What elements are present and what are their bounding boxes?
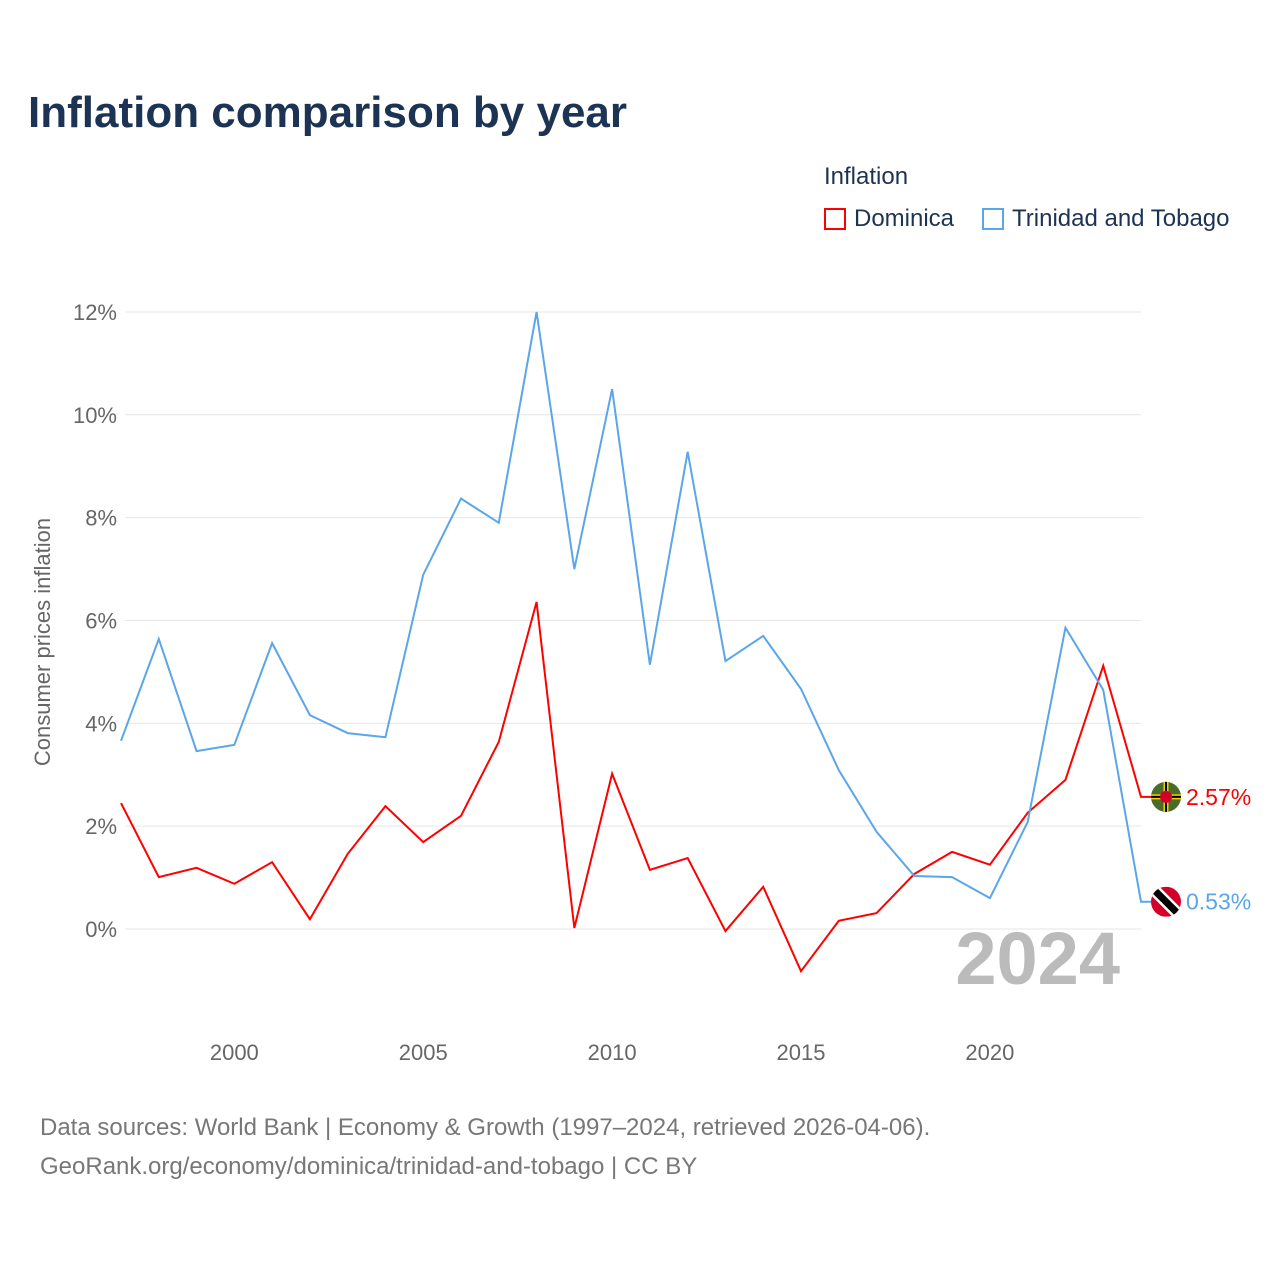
series-line-trinidad-and-tobago <box>120 311 1153 903</box>
legend-title: Inflation <box>824 163 909 190</box>
trinidad-flag-icon <box>1151 886 1181 917</box>
x-tick-label: 2020 <box>965 1040 1014 1065</box>
legend-label: Dominica <box>854 205 955 232</box>
end-value-label: 0.53% <box>1186 889 1251 915</box>
attribution-link[interactable]: GeoRank.org/economy/dominica/trinidad-an… <box>40 1153 698 1180</box>
y-tick-label: 0% <box>85 917 117 942</box>
dominica-flag-icon <box>1151 781 1181 812</box>
y-tick-label: 2% <box>85 814 117 839</box>
y-tick-label: 8% <box>85 506 117 531</box>
chart-title: Inflation comparison by year <box>28 88 628 137</box>
legend-item-dominica[interactable]: Dominica <box>824 205 954 233</box>
legend-label: Trinidad and Tobago <box>1012 205 1230 232</box>
y-tick-label: 4% <box>85 711 117 736</box>
series-line-dominica <box>120 601 1153 974</box>
x-tick-label: 2000 <box>210 1040 259 1065</box>
x-tick-label: 2005 <box>399 1040 448 1065</box>
legend-swatch <box>982 208 1004 230</box>
y-tick-label: 12% <box>73 300 117 325</box>
y-tick-label: 10% <box>73 403 117 428</box>
end-value-label: 2.57% <box>1186 784 1251 810</box>
line-chart: 0% 2% 4% 6% 8% 10% 12% 2000 2005 2010 2015 2020 202… <box>30 300 1251 1065</box>
year-watermark: 2024 <box>955 917 1120 1000</box>
x-tick-label: 2015 <box>777 1040 826 1065</box>
legend-item-trinidad[interactable]: Trinidad and Tobago <box>982 205 1230 233</box>
y-axis-label: Consumer prices inflation <box>30 518 55 766</box>
x-tick-label: 2010 <box>588 1040 637 1065</box>
data-source-text: Data sources: World Bank | Economy & Gro… <box>40 1114 931 1141</box>
y-tick-label: 6% <box>85 608 117 633</box>
legend-swatch <box>824 208 846 230</box>
footer: Data sources: World Bank | Economy & Gro… <box>40 1108 930 1186</box>
